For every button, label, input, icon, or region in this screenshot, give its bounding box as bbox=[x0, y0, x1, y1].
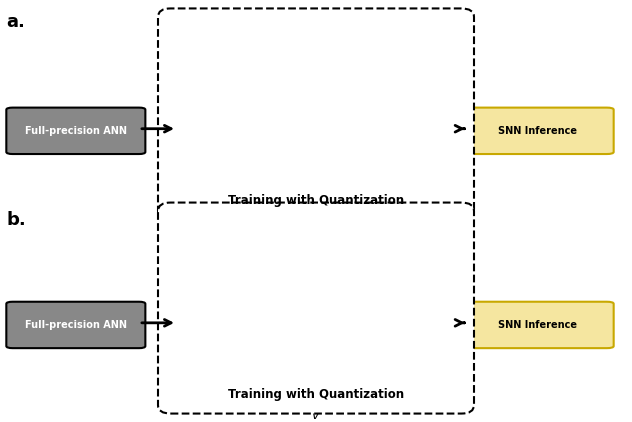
FancyBboxPatch shape bbox=[158, 203, 474, 414]
Text: b.: b. bbox=[6, 211, 26, 229]
Text: Training with Quantization: Training with Quantization bbox=[228, 388, 404, 401]
FancyBboxPatch shape bbox=[461, 108, 614, 154]
Text: a.: a. bbox=[6, 13, 25, 31]
FancyBboxPatch shape bbox=[158, 8, 474, 219]
Text: SNN Inference: SNN Inference bbox=[498, 320, 577, 330]
FancyBboxPatch shape bbox=[461, 302, 614, 348]
Text: Quantization + Noise Adaptor: Quantization + Noise Adaptor bbox=[209, 224, 354, 234]
Text: Quantization: Quantization bbox=[209, 30, 271, 40]
Y-axis label: $\hat{v}$: $\hat{v}$ bbox=[186, 102, 196, 118]
Text: Full-precision ANN: Full-precision ANN bbox=[25, 126, 127, 136]
Y-axis label: $\hat{v}$: $\hat{v}$ bbox=[186, 296, 196, 312]
Text: Full-precision ANN: Full-precision ANN bbox=[25, 320, 127, 330]
X-axis label: $v$: $v$ bbox=[311, 215, 321, 228]
Text: Training with Quantization: Training with Quantization bbox=[228, 194, 404, 207]
X-axis label: $v$: $v$ bbox=[311, 409, 321, 422]
FancyBboxPatch shape bbox=[6, 108, 145, 154]
Text: SNN Inference: SNN Inference bbox=[498, 126, 577, 136]
FancyBboxPatch shape bbox=[6, 302, 145, 348]
